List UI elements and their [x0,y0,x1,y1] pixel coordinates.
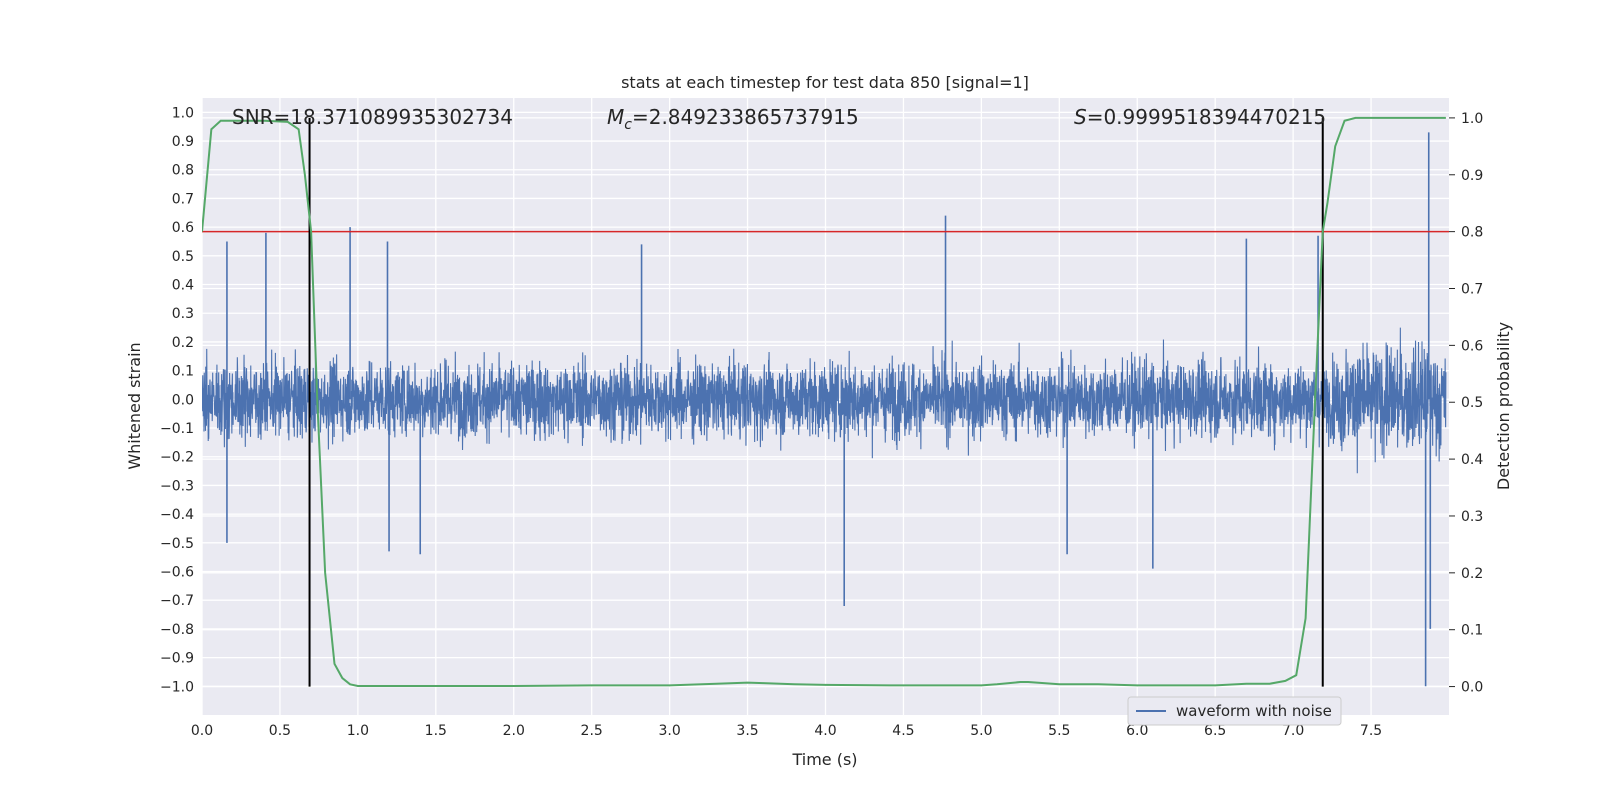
x-tick-label: 6.5 [1204,723,1226,739]
mc-subscript: c [624,117,632,133]
y-tick-label: 0.1 [172,364,194,380]
y-tick-label: −0.2 [160,450,194,466]
y-tick-label: 0.9 [172,134,194,150]
plot-series [202,116,1449,687]
x-tick-label: 0.0 [191,723,213,739]
y-tick-label: −1.0 [160,679,194,695]
y-tick-label-right: 0.4 [1461,452,1483,468]
y-tick-label: −0.4 [160,507,194,523]
x-tick-labels: 0.0 0.5 1.0 1.5 2.0 2.5 3.0 3.5 4.0 4.5 5.0 5.5 6.0 6… [191,723,1382,739]
noise-series-line [202,327,1447,474]
y-tick-label-right: 0.9 [1461,168,1483,184]
legend: waveform with noise [1127,696,1342,726]
mc-annotation: Mc=2.849233865737915 [607,105,859,133]
overlay-layer [202,116,1449,687]
s-annotation: S=0.9999518394470215 [1074,105,1326,129]
y-tick-label-right: 0.0 [1461,680,1483,696]
y-tick-labels: 1.0 0.9 0.8 0.7 0.6 0.5 0.4 0.3 0.2 0.1 0.0 −0.1 −0.… [160,105,194,695]
y-axis-label: Whitened strain [125,342,144,469]
x-tick-label: 4.0 [814,723,836,739]
y-tick-label: −0.1 [160,421,194,437]
s-symbol: S [1074,105,1087,129]
y-tick-label: 0.0 [172,392,194,408]
x-tick-label: 2.0 [503,723,525,739]
noise-layer [202,132,1447,687]
y-axis-label-right: Detection probability [1494,322,1513,490]
y-tick-label: −0.7 [160,593,194,609]
y-tick-label: 0.8 [172,163,194,179]
x-tick-label: 6.0 [1126,723,1148,739]
y-tick-label-right: 0.2 [1461,566,1483,582]
y-tick-label-right: 0.6 [1461,338,1483,354]
x-tick-label: 3.5 [736,723,758,739]
y-tick-label-right: 1.0 [1461,111,1483,127]
y-tick-label: 0.6 [172,220,194,236]
y-tick-label-right: 0.5 [1461,395,1483,411]
y-tick-label: −0.8 [160,622,194,638]
legend-entry: waveform with noise [1176,702,1332,720]
y-tick-label-right: 0.1 [1461,623,1483,639]
x-tick-label: 4.5 [892,723,914,739]
probability-series-line [202,116,1446,687]
x-tick-label: 7.5 [1360,723,1382,739]
y-tick-label: 0.5 [172,249,194,265]
chart-title: stats at each timestep for test data 850… [621,73,1029,92]
y-tick-label-right: 0.8 [1461,225,1483,241]
x-tick-label: 5.0 [970,723,992,739]
x-tick-label: 0.5 [269,723,291,739]
y-tick-label: 0.7 [172,191,194,207]
y-tick-labels-right: 1.0 0.9 0.8 0.7 0.6 0.5 0.4 0.3 0.2 0.1 0.0 [1449,111,1483,696]
y-tick-label: 0.4 [172,278,194,294]
x-tick-label: 1.0 [347,723,369,739]
snr-annotation: SNR=18.371089935302734 [232,105,513,129]
mc-value: =2.849233865737915 [632,105,859,129]
x-tick-label: 3.0 [658,723,680,739]
y-tick-label: 0.3 [172,306,194,322]
y-tick-label: 0.2 [172,335,194,351]
x-tick-label: 2.5 [581,723,603,739]
mc-symbol: M [607,105,624,129]
y-tick-label-right: 0.3 [1461,509,1483,525]
x-tick-label: 7.0 [1282,723,1304,739]
y-tick-label: −0.6 [160,565,194,581]
legend-box [1127,696,1342,726]
y-tick-label: −0.3 [160,478,194,494]
y-tick-label: −0.9 [160,651,194,667]
y-tick-label-right: 0.7 [1461,282,1483,298]
x-tick-label: 1.5 [425,723,447,739]
x-tick-label: 5.5 [1048,723,1070,739]
y-tick-label: −0.5 [160,536,194,552]
x-axis-label: Time (s) [791,750,857,769]
grid-y [202,111,1449,687]
s-value: =0.9999518394470215 [1087,105,1326,129]
y-tick-label: 1.0 [172,105,194,121]
